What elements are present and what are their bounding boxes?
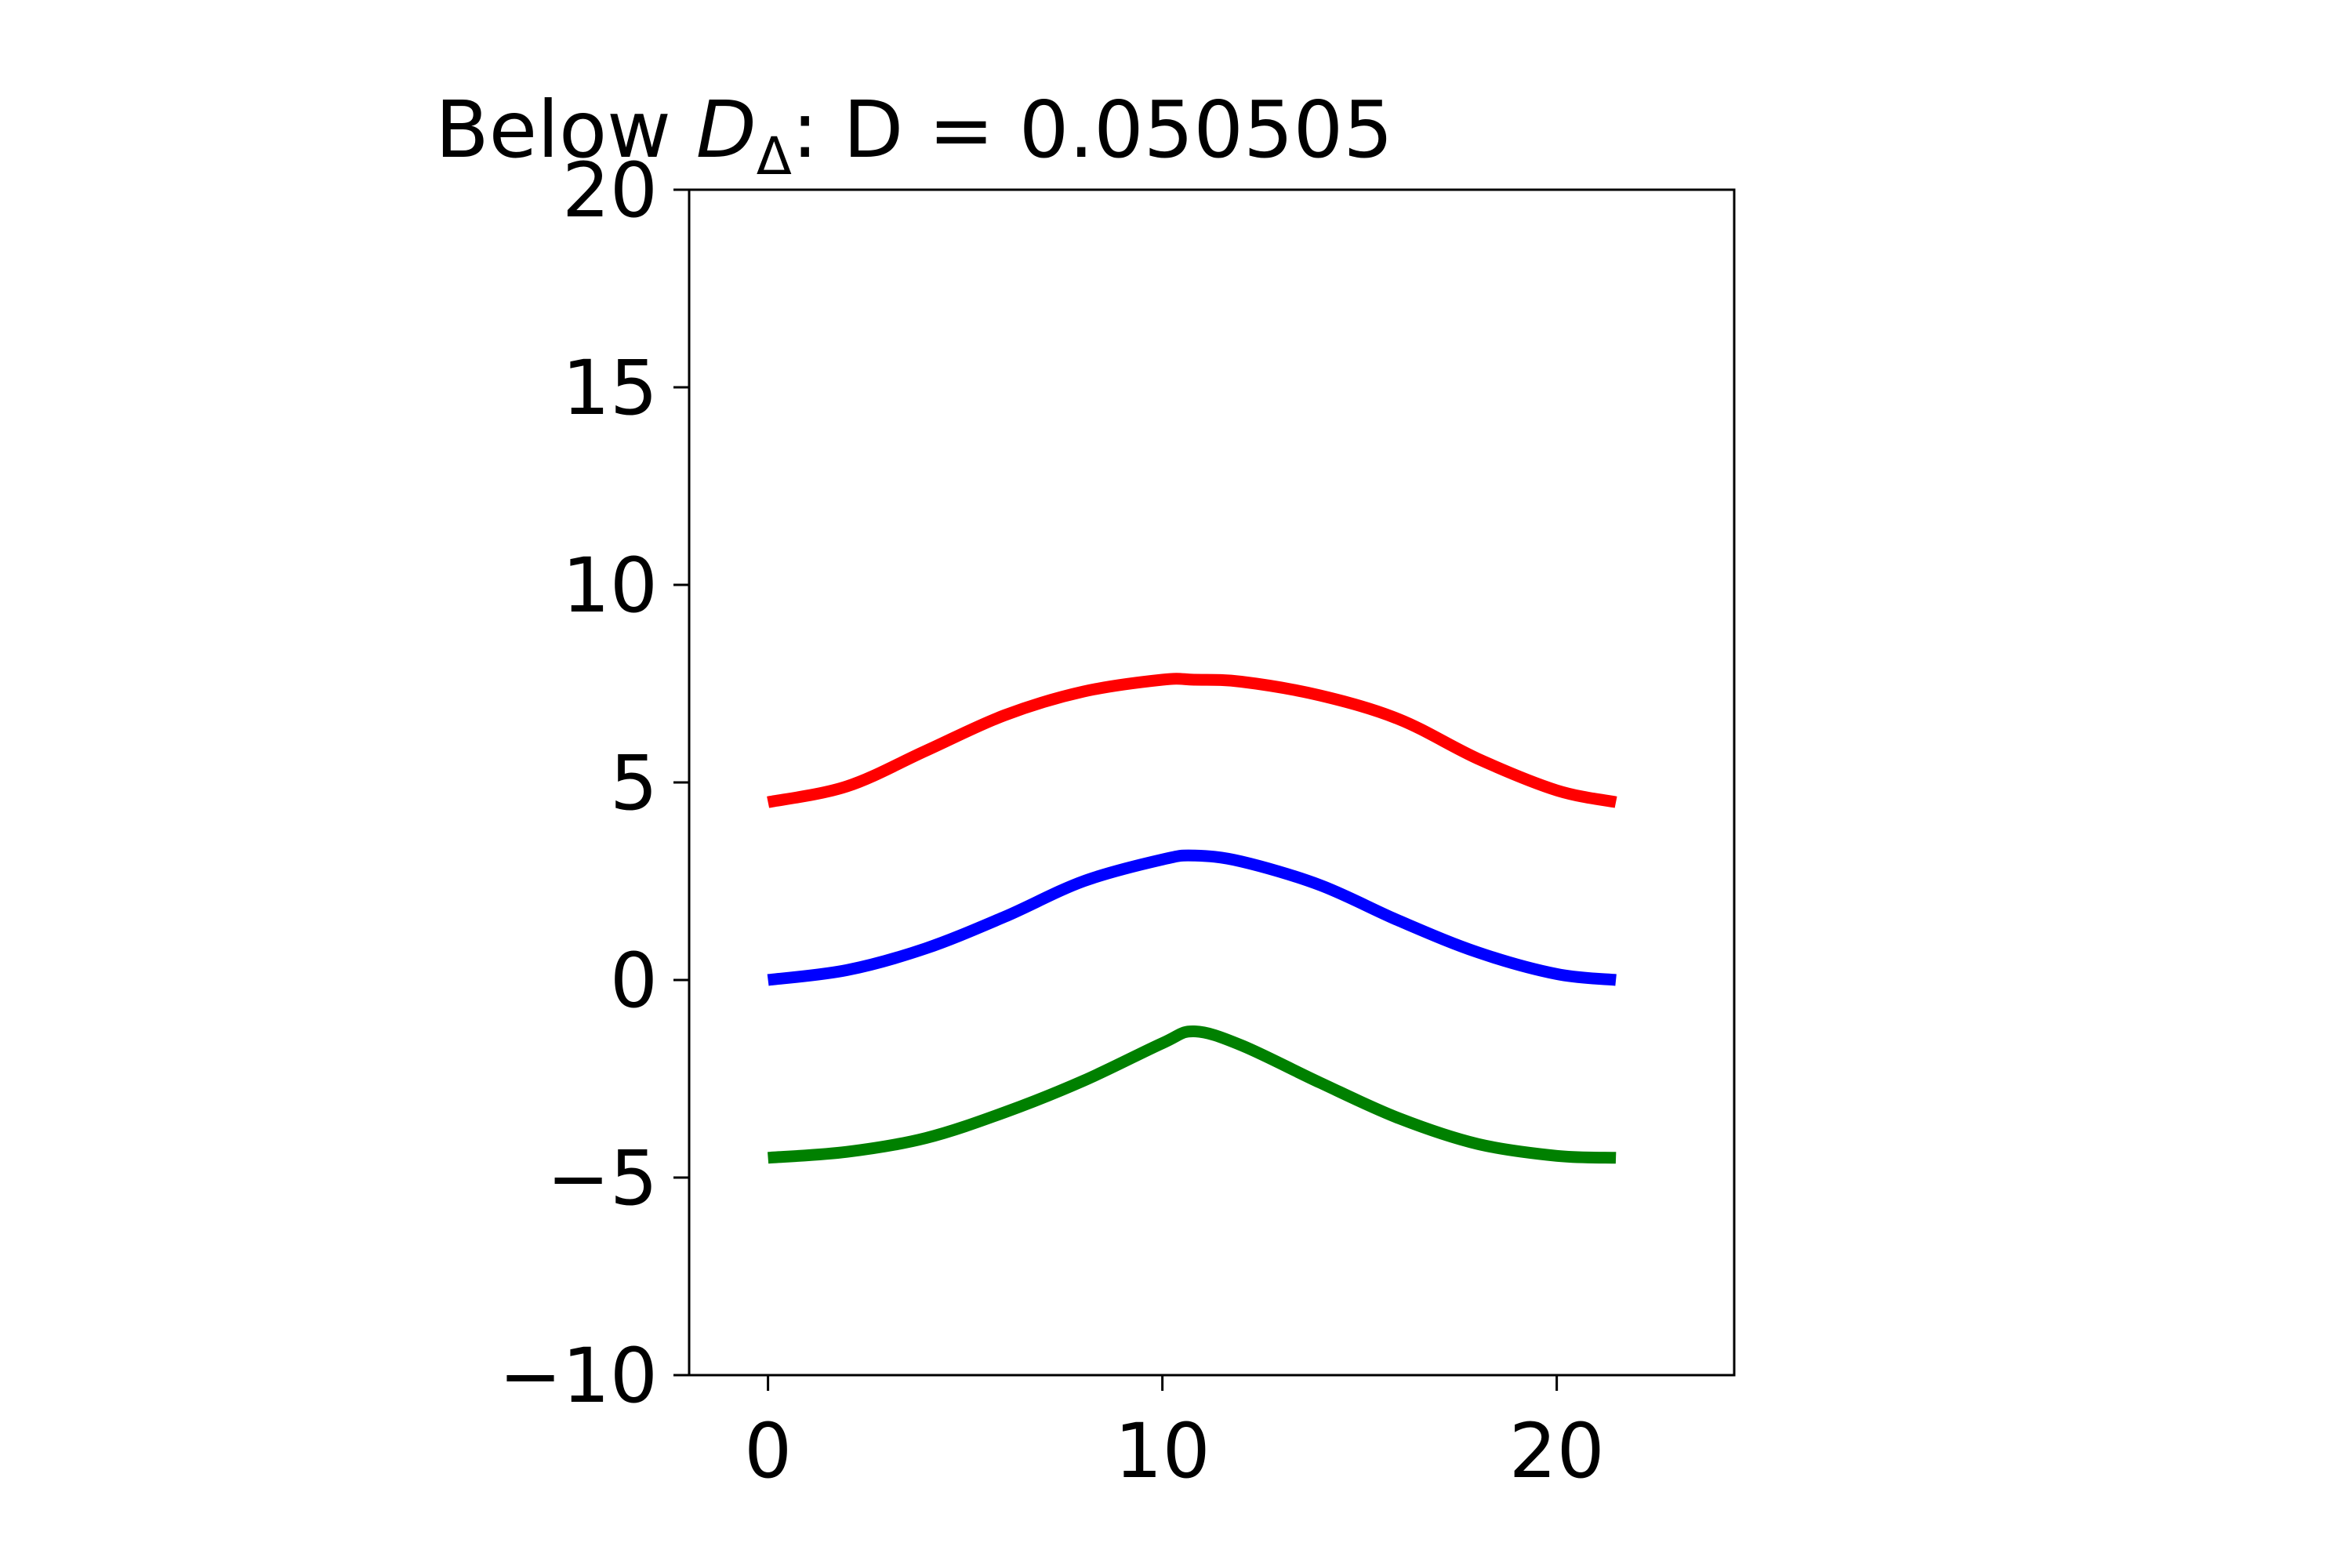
y-tick-label: −5: [546, 1134, 658, 1222]
title-symbol: D: [696, 84, 757, 176]
y-tick-label: 15: [562, 344, 658, 432]
series-line-1: [767, 849, 1617, 986]
title-prefix: Below: [435, 84, 696, 176]
chart-title: Below DΔ: D = 0.050505: [435, 84, 1393, 187]
y-tick-label: 20: [562, 147, 658, 234]
y-tick-label: −10: [499, 1332, 658, 1420]
y-tick-label: 10: [562, 542, 658, 630]
y-tick-label: 5: [610, 739, 658, 827]
y-tick-label: 0: [610, 937, 658, 1025]
title-suffix: : D = 0.050505: [792, 84, 1393, 176]
series-line-2: [768, 1025, 1617, 1164]
x-tick-label: 10: [1115, 1407, 1210, 1495]
series-line-0: [767, 673, 1617, 808]
x-tick-label: 20: [1509, 1407, 1605, 1495]
x-tick-label: 0: [744, 1407, 792, 1495]
title-subscript: Δ: [757, 126, 792, 187]
plot-area: [767, 673, 1617, 1164]
